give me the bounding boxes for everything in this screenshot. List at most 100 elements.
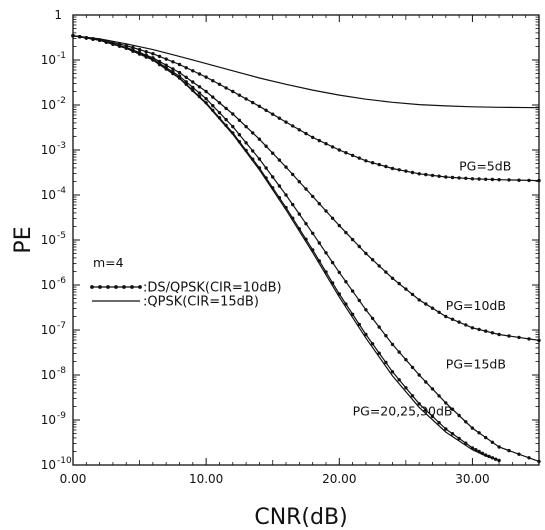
legend-swatch-point <box>138 285 142 289</box>
series-point <box>264 144 268 148</box>
series-point <box>384 334 388 338</box>
series-point <box>204 89 208 94</box>
series-point <box>211 104 215 108</box>
series-point <box>410 365 415 370</box>
series-point <box>527 456 531 460</box>
series-point <box>251 131 255 135</box>
series-point <box>211 95 215 99</box>
series-point <box>284 165 288 169</box>
series-point <box>507 178 511 182</box>
y-tick-exponent: -1 <box>57 51 66 61</box>
series-point <box>297 180 301 184</box>
x-axis-title: CNR(dB) <box>254 505 347 530</box>
annotation-label: PG=5dB <box>459 158 511 173</box>
series-point <box>324 142 328 146</box>
series-point <box>417 298 421 302</box>
series-point <box>357 322 361 327</box>
series-point <box>424 302 428 306</box>
series-point <box>390 342 395 347</box>
series-point <box>397 378 401 382</box>
series-point <box>410 292 415 297</box>
series-point <box>507 334 511 338</box>
series-point <box>497 178 501 182</box>
series-point <box>284 120 288 124</box>
y-tick-exponent: -2 <box>57 96 66 106</box>
series-point <box>490 331 495 335</box>
series-point <box>417 402 421 406</box>
series-point <box>370 161 375 165</box>
series-point <box>397 168 401 172</box>
legend-label: :QPSK(CIR=15dB) <box>143 295 259 310</box>
series-point <box>177 70 182 75</box>
series-point <box>477 327 481 332</box>
y-tick-exponent: -3 <box>57 141 66 151</box>
series-point <box>417 373 421 377</box>
y-tick-label: 10 <box>41 53 56 67</box>
series-point <box>444 401 448 405</box>
series-point <box>224 106 228 111</box>
series-point <box>377 162 381 167</box>
series-point <box>324 209 328 213</box>
series-point <box>477 177 481 181</box>
series-point <box>430 414 435 419</box>
series-point <box>231 89 235 94</box>
series-point <box>370 258 375 262</box>
series-point <box>377 264 381 268</box>
y-tick-exponent: -10 <box>57 456 72 466</box>
series-point <box>277 158 282 162</box>
series-point <box>384 360 388 365</box>
legend: :DS/QPSK(CIR=10dB):QPSK(CIR=15dB) <box>90 281 282 310</box>
series-point <box>184 66 188 70</box>
x-tick-label: 20.00 <box>322 472 356 486</box>
series-point <box>277 184 282 188</box>
series-point <box>450 175 455 180</box>
series-point <box>304 131 308 136</box>
series-point <box>424 172 428 177</box>
series-point <box>430 387 435 391</box>
series-point <box>424 408 428 412</box>
series-point <box>450 432 455 436</box>
series-point <box>304 187 308 191</box>
series-point <box>457 436 461 441</box>
series-point <box>197 72 202 76</box>
y-tick-exponent: -5 <box>57 231 66 241</box>
series-point <box>437 421 441 425</box>
series-point <box>344 280 348 284</box>
series-point <box>244 97 248 101</box>
series-point <box>291 172 295 177</box>
y-tick-exponent: -9 <box>57 411 66 421</box>
series-point <box>390 276 395 280</box>
series-point <box>527 337 531 341</box>
series-point <box>437 394 441 398</box>
legend-label: :DS/QPSK(CIR=10dB) <box>143 281 282 296</box>
series-point <box>390 370 395 374</box>
series-point <box>507 448 511 453</box>
series-group <box>71 34 541 464</box>
y-tick-exponent: -7 <box>57 321 66 331</box>
y-tick-exponent: -4 <box>57 186 66 196</box>
series-point <box>444 427 448 431</box>
series-point <box>337 223 341 228</box>
series-point <box>224 117 228 122</box>
series-point <box>437 310 441 314</box>
series-point <box>430 306 435 310</box>
annotations: m=4 PG=5dB PG=10dB PG=15dB PG=20,25,30dB <box>93 158 511 418</box>
annotation-label: PG=20,25,30dB <box>353 404 453 419</box>
series-point <box>337 270 341 275</box>
series-line <box>72 35 500 462</box>
series-point <box>357 244 361 249</box>
series-point <box>191 80 195 84</box>
series-point <box>184 75 188 80</box>
series-point <box>417 172 421 176</box>
series-point <box>457 320 461 324</box>
series-point <box>197 85 202 89</box>
series-point <box>330 260 335 265</box>
series-point <box>457 413 461 418</box>
series-point <box>470 326 475 330</box>
series-point <box>397 350 401 354</box>
series-point <box>410 394 415 398</box>
y-tick-label: 10 <box>41 368 56 382</box>
series-point <box>277 116 282 120</box>
series-point <box>344 151 348 155</box>
